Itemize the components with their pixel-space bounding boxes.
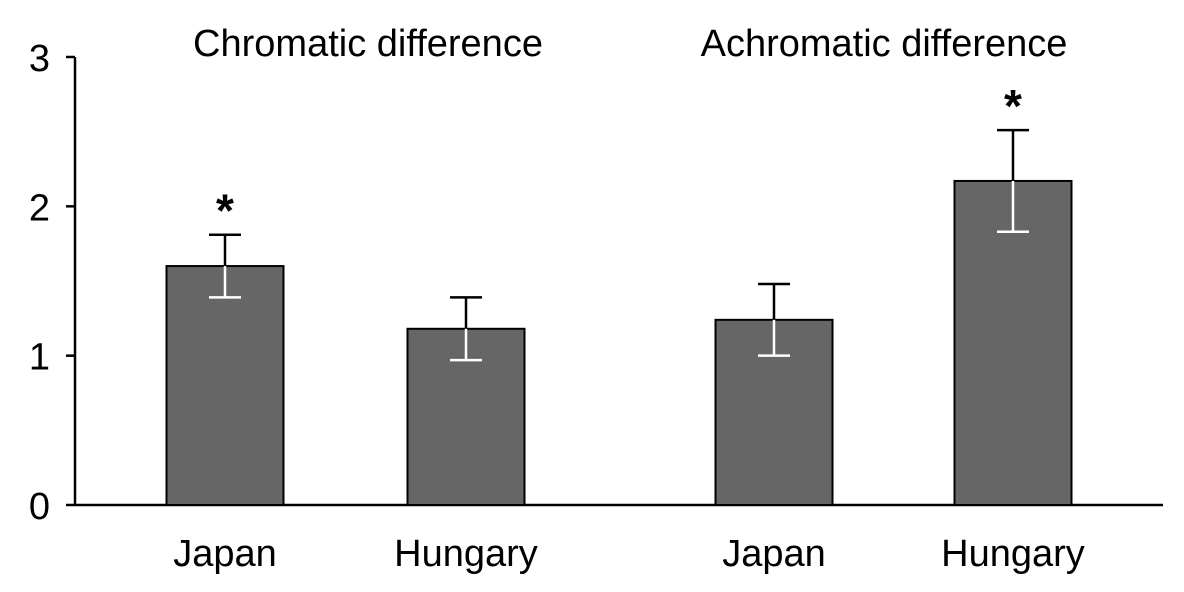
y-tick-label: 2 (29, 187, 50, 229)
y-ticks: 0 1 2 3 (29, 38, 75, 528)
significance-marker: * (1004, 80, 1022, 132)
y-tick-label: 3 (29, 38, 50, 80)
category-label: Hungary (394, 533, 538, 575)
y-tick-label: 1 (29, 337, 50, 379)
category-label: Japan (722, 533, 826, 575)
bars (165, 179, 1073, 507)
labels: Chromatic difference Japan * Hungary Achroma… (173, 23, 1085, 575)
error-bars (209, 128, 1029, 362)
bar (953, 179, 1073, 507)
y-tick-label: 0 (29, 486, 50, 528)
group-title: Chromatic difference (193, 23, 543, 65)
significance-marker: * (216, 185, 234, 237)
bar (165, 265, 285, 507)
category-label: Hungary (941, 533, 1085, 575)
category-label: Japan (173, 533, 277, 575)
group-title: Achromatic difference (701, 23, 1068, 65)
